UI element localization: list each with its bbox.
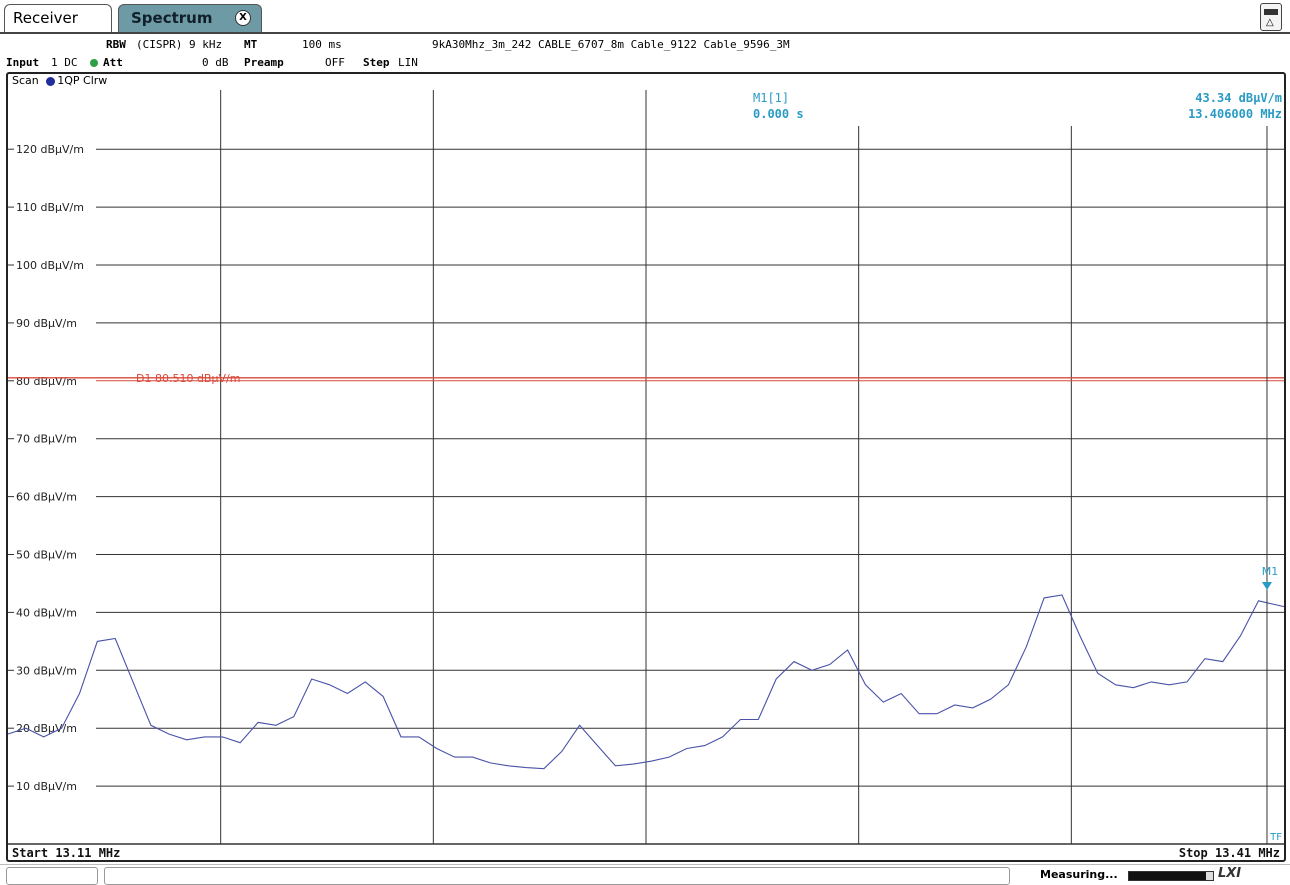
y-tick-label: 100 dBµV/m <box>16 259 84 272</box>
y-tick-label: 110 dBµV/m <box>16 201 84 214</box>
trace-mode-label: 1QP Clrw <box>57 74 108 87</box>
y-tick-label: 80 dBµV/m <box>16 375 77 388</box>
y-tick-label: 90 dBµV/m <box>16 317 77 330</box>
att-key: Att <box>103 56 123 69</box>
step-value: LIN <box>398 56 418 69</box>
sweep-progress-bar <box>1128 871 1214 881</box>
marker-time: 0.000 s <box>753 107 804 121</box>
y-tick-label: 30 dBµV/m <box>16 664 77 677</box>
display-config-icon <box>1264 9 1278 15</box>
y-axis-labels: 120 dBµV/m 110 dBµV/m 100 dBµV/m 90 dBµV/m 8… <box>16 143 84 793</box>
y-tick-label: 60 dBµV/m <box>16 491 77 504</box>
step-key: Step <box>363 56 390 69</box>
preamp-value: OFF <box>325 56 345 69</box>
marker-level: 43.34 dBµV/m <box>1195 91 1282 105</box>
marker-triangle-icon <box>1261 582 1272 591</box>
marker-group[interactable]: M1 <box>1262 126 1279 844</box>
display-line-label: D1 80.510 dBµV/m <box>136 372 240 385</box>
input-status-icon <box>88 56 100 69</box>
status-field-1 <box>6 867 98 885</box>
tab-spectrum-label: Spectrum <box>131 9 213 27</box>
input-key: Input <box>6 56 40 69</box>
screen-layout-button[interactable]: △ <box>1260 3 1282 31</box>
trace-info: Scan 1QP Clrw <box>12 74 107 87</box>
tab-bar: Receiver Spectrum X △ <box>0 0 1290 36</box>
y-tick-label: 40 dBµV/m <box>16 606 77 619</box>
marker-name: M1[1] <box>753 91 789 105</box>
scan-label: Scan <box>12 74 39 87</box>
display-line: D1 80.510 dBµV/m <box>8 372 1284 385</box>
tab-underline <box>0 32 1290 34</box>
close-icon[interactable]: X <box>235 10 251 26</box>
measuring-status: Measuring... <box>1040 868 1118 881</box>
att-value: 0 dB <box>202 56 229 69</box>
transducer-list: 9kA30Mhz_3m_242 CABLE_6707_8m Cable_9122… <box>432 38 790 51</box>
status-field-2 <box>104 867 1010 885</box>
delta-icon: △ <box>1266 17 1274 28</box>
y-tick-label: 20 dBµV/m <box>16 722 77 735</box>
y-tick-label: 120 dBµV/m <box>16 143 84 156</box>
y-tick-label: 50 dBµV/m <box>16 549 77 562</box>
lxi-logo-icon: LXI <box>1218 866 1242 881</box>
trace-series <box>7 594 1285 770</box>
mt-value: 100 ms <box>302 38 342 51</box>
annotations: M1[1] 0.000 s 43.34 dBµV/m 13.406000 MHz TF S… <box>12 91 1282 860</box>
transducer-flag: TF <box>1269 832 1282 843</box>
marker-tag: M1 <box>1262 565 1279 578</box>
tab-receiver[interactable]: Receiver <box>4 4 112 32</box>
trace-line <box>7 594 1285 770</box>
x-start-label: Start 13.11 MHz <box>12 846 120 860</box>
marker-frequency: 13.406000 MHz <box>1188 107 1282 121</box>
mt-key: MT <box>244 38 258 51</box>
rbw-key: RBW <box>106 38 126 51</box>
rbw-value: (CISPR) 9 kHz <box>136 38 223 51</box>
trace-dot-icon <box>46 76 56 86</box>
grid <box>8 90 1284 845</box>
measurement-settings-panel: RBW (CISPR) 9 kHz MT 100 ms 9kA30Mhz_3m_… <box>0 36 1290 72</box>
preamp-key: Preamp <box>244 56 284 69</box>
status-bar: Measuring... LXI <box>0 864 1290 885</box>
input-value: 1 DC <box>51 56 78 69</box>
tab-receiver-label: Receiver <box>13 9 78 27</box>
tab-spectrum[interactable]: Spectrum X <box>118 4 262 32</box>
y-tick-label: 10 dBµV/m <box>16 780 77 793</box>
y-tick-label: 70 dBµV/m <box>16 433 77 446</box>
x-stop-label: Stop 13.41 MHz <box>1179 846 1280 860</box>
